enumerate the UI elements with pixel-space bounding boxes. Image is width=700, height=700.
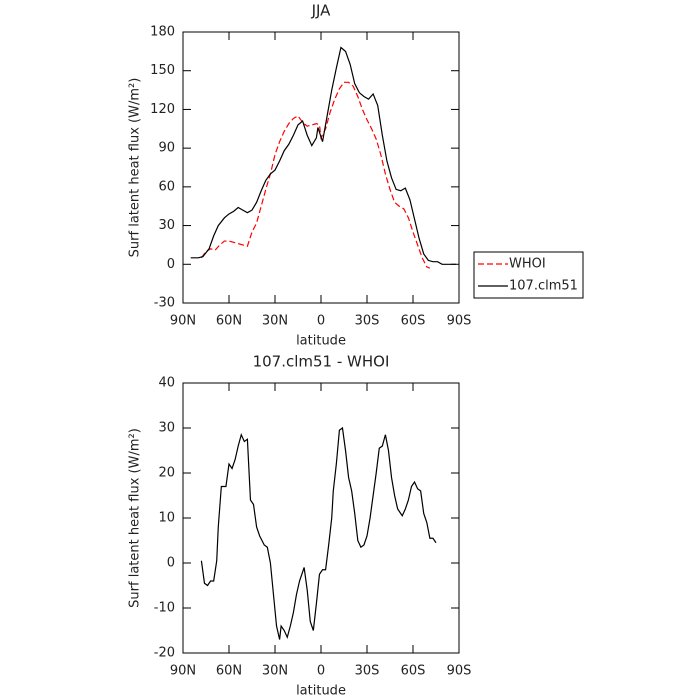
x-tick-label: 90S [447, 664, 472, 679]
y-tick-label: 180 [150, 25, 175, 40]
chart-title: 107.clm51 - WHOI [253, 353, 390, 371]
x-tick-label: 0 [317, 664, 325, 679]
x-tick-label: 30S [355, 314, 380, 329]
y-tick-label: 10 [158, 511, 175, 526]
y-tick-label: -10 [154, 601, 175, 616]
x-tick-label: 90N [170, 314, 196, 329]
y-axis-label: Surf latent heat flux (W/m²) [128, 78, 143, 258]
x-tick-label: 30S [355, 664, 380, 679]
y-tick-label: 90 [158, 141, 175, 156]
x-tick-label: 0 [317, 314, 325, 329]
y-tick-label: 0 [167, 556, 175, 571]
chart-title: JJA [311, 2, 332, 20]
x-axis-label: latitude [296, 334, 346, 349]
y-axis-label: Surf latent heat flux (W/m²) [128, 428, 143, 608]
legend-box [473, 251, 584, 299]
x-tick-label: 60S [401, 664, 426, 679]
y-tick-label: 60 [158, 179, 175, 194]
x-tick-label: 60S [401, 314, 426, 329]
x-tick-label: 30N [262, 664, 288, 679]
x-axis-label: latitude [296, 684, 346, 699]
y-tick-label: 120 [150, 102, 175, 117]
legend-label: WHOI [509, 257, 546, 272]
y-tick-label: 30 [158, 218, 175, 233]
data-line [190, 46, 456, 265]
y-tick-label: 40 [158, 376, 175, 391]
x-tick-label: 60N [216, 664, 242, 679]
y-tick-label: 150 [150, 63, 175, 78]
x-tick-label: 90N [170, 664, 196, 679]
y-tick-label: -20 [154, 646, 175, 661]
plot-frame [182, 31, 460, 304]
plot-frame [182, 382, 460, 654]
y-tick-label: -30 [154, 296, 175, 311]
x-tick-label: 90S [447, 314, 472, 329]
data-line [200, 81, 431, 269]
data-line [200, 426, 437, 640]
y-tick-label: 20 [158, 466, 175, 481]
x-tick-label: 60N [216, 314, 242, 329]
y-tick-label: 0 [167, 257, 175, 272]
x-tick-label: 30N [262, 314, 288, 329]
legend-label: 107.clm51 [509, 279, 578, 294]
y-tick-label: 30 [158, 421, 175, 436]
